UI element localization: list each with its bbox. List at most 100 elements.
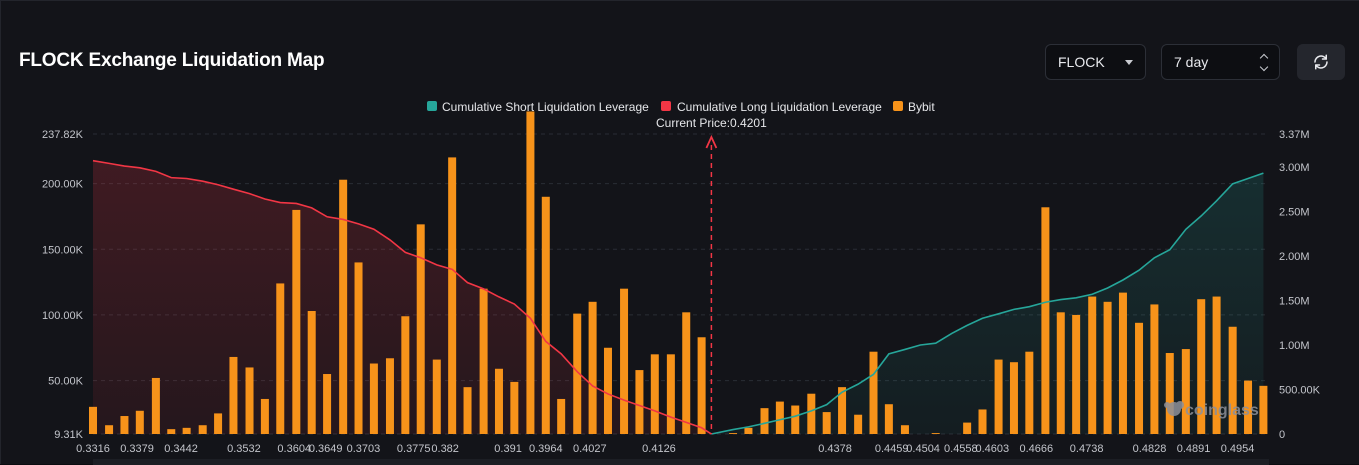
legend-label-short: Cumulative Short Liquidation Leverage	[442, 100, 649, 114]
bybit-bar[interactable]	[838, 387, 847, 434]
bybit-bar[interactable]	[1056, 312, 1065, 434]
bybit-bar[interactable]	[603, 347, 612, 434]
bybit-bar[interactable]	[307, 310, 316, 434]
y-left-tick-label: 9.31K	[54, 429, 83, 441]
bybit-bar[interactable]	[775, 401, 784, 434]
bybit-bar[interactable]	[385, 358, 394, 434]
bybit-bar[interactable]	[620, 288, 629, 434]
x-tick-label: 0.382	[431, 443, 459, 455]
time-range-select[interactable]: 7 day	[1161, 44, 1280, 80]
bybit-bar[interactable]	[635, 370, 644, 434]
bybit-bar[interactable]	[214, 413, 223, 434]
x-tick-label: 0.4027	[573, 443, 607, 455]
bybit-bar[interactable]	[869, 351, 878, 434]
bybit-bar[interactable]	[963, 422, 972, 434]
bybit-bar[interactable]	[1244, 380, 1253, 434]
x-tick-label: 0.4954	[1221, 443, 1255, 455]
bybit-bar[interactable]	[463, 387, 472, 434]
bybit-bar[interactable]	[276, 283, 285, 434]
bybit-bar[interactable]	[807, 393, 816, 434]
bybit-bar[interactable]	[292, 209, 301, 434]
legend-swatch-short	[427, 101, 437, 111]
bybit-bar[interactable]	[1072, 314, 1081, 434]
bybit-bar[interactable]	[432, 359, 441, 434]
x-tick-label: 0.391	[494, 443, 522, 455]
bybit-bar[interactable]	[401, 316, 410, 434]
bybit-bar[interactable]	[339, 179, 348, 434]
bybit-bar[interactable]	[650, 354, 659, 434]
bybit-bar[interactable]	[760, 408, 769, 434]
bybit-bar[interactable]	[526, 111, 535, 434]
bybit-bar[interactable]	[1165, 353, 1174, 434]
bybit-bar[interactable]	[510, 381, 519, 434]
bybit-bar[interactable]	[494, 368, 503, 434]
bybit-bar[interactable]	[448, 157, 457, 435]
bybit-bar[interactable]	[1041, 207, 1050, 434]
legend-item-bybit[interactable]: Bybit	[893, 100, 935, 114]
bybit-bar[interactable]	[744, 427, 753, 434]
bybit-bar[interactable]	[167, 429, 176, 434]
bybit-bar[interactable]	[791, 405, 800, 434]
x-tick-label: 0.4459	[875, 443, 909, 455]
bybit-bar[interactable]	[354, 262, 363, 434]
cumulative-areas	[93, 160, 1264, 435]
bybit-bar[interactable]	[541, 196, 550, 434]
x-tick-label: 0.3703	[347, 443, 381, 455]
bybit-bar[interactable]	[151, 377, 160, 434]
bybit-bar[interactable]	[229, 356, 238, 434]
bybit-bar[interactable]	[198, 425, 207, 434]
bybit-bar[interactable]	[1181, 349, 1190, 434]
symbol-select[interactable]: FLOCK	[1045, 44, 1146, 80]
bybit-bar[interactable]	[135, 410, 144, 434]
bybit-bar[interactable]	[822, 412, 831, 434]
bybit-bar[interactable]	[666, 354, 675, 434]
long-line	[92, 159, 712, 435]
legend-swatch-bybit	[893, 101, 903, 111]
legend-label-long: Cumulative Long Liquidation Leverage	[677, 100, 882, 114]
y-left-tick-label: 50.00K	[48, 376, 84, 388]
bybit-bar[interactable]	[1150, 304, 1159, 434]
bybit-bar[interactable]	[854, 414, 863, 434]
bybit-bar[interactable]	[573, 313, 582, 434]
refresh-button[interactable]	[1297, 44, 1345, 80]
bybit-bar[interactable]	[323, 374, 332, 434]
bybit-bar[interactable]	[697, 337, 706, 434]
bybit-bar[interactable]	[588, 301, 597, 434]
bybit-bar[interactable]	[729, 433, 738, 434]
watermark-text: coinglass	[1185, 402, 1259, 419]
bybit-bar[interactable]	[120, 416, 129, 434]
bybit-bar[interactable]	[931, 433, 940, 434]
bybit-bar[interactable]	[1009, 362, 1018, 434]
bybit-bar[interactable]	[978, 409, 987, 434]
legend-item-long[interactable]: Cumulative Long Liquidation Leverage	[661, 100, 882, 114]
legend-swatch-long	[661, 101, 671, 111]
bybit-bar[interactable]	[884, 404, 893, 434]
bybit-bar[interactable]	[479, 288, 488, 434]
bybit-bar[interactable]	[1088, 296, 1097, 434]
bybit-bar[interactable]	[1135, 322, 1144, 434]
bybit-bar[interactable]	[182, 427, 191, 434]
bybit-bar[interactable]	[1259, 385, 1268, 434]
bybit-bar[interactable]	[416, 224, 425, 434]
y-axis-left: 9.31K 50.00K 100.00K 150.00K 200.00K 237.82K	[42, 129, 84, 441]
bybit-bar[interactable]	[245, 367, 254, 434]
zoom-slider-track[interactable]	[93, 459, 1269, 465]
bybit-bar[interactable]	[1212, 296, 1221, 434]
bybit-bar[interactable]	[105, 425, 114, 434]
bybit-bar[interactable]	[557, 398, 566, 434]
bybit-bar[interactable]	[1025, 351, 1034, 434]
bybit-bar[interactable]	[369, 363, 378, 434]
bybit-bar[interactable]	[1118, 292, 1127, 434]
bybit-bar[interactable]	[260, 398, 269, 434]
bybit-bar[interactable]	[900, 425, 909, 434]
bybit-bar[interactable]	[994, 359, 1003, 434]
bybit-bar[interactable]	[89, 406, 97, 434]
long-area	[93, 160, 712, 434]
bybit-bar[interactable]	[1228, 326, 1237, 434]
bybit-bar[interactable]	[682, 312, 691, 434]
bybit-bar[interactable]	[1103, 301, 1112, 434]
bybit-bar[interactable]	[1197, 299, 1206, 434]
legend-item-short[interactable]: Cumulative Short Liquidation Leverage	[427, 100, 649, 114]
caret-down-icon	[1125, 59, 1133, 65]
